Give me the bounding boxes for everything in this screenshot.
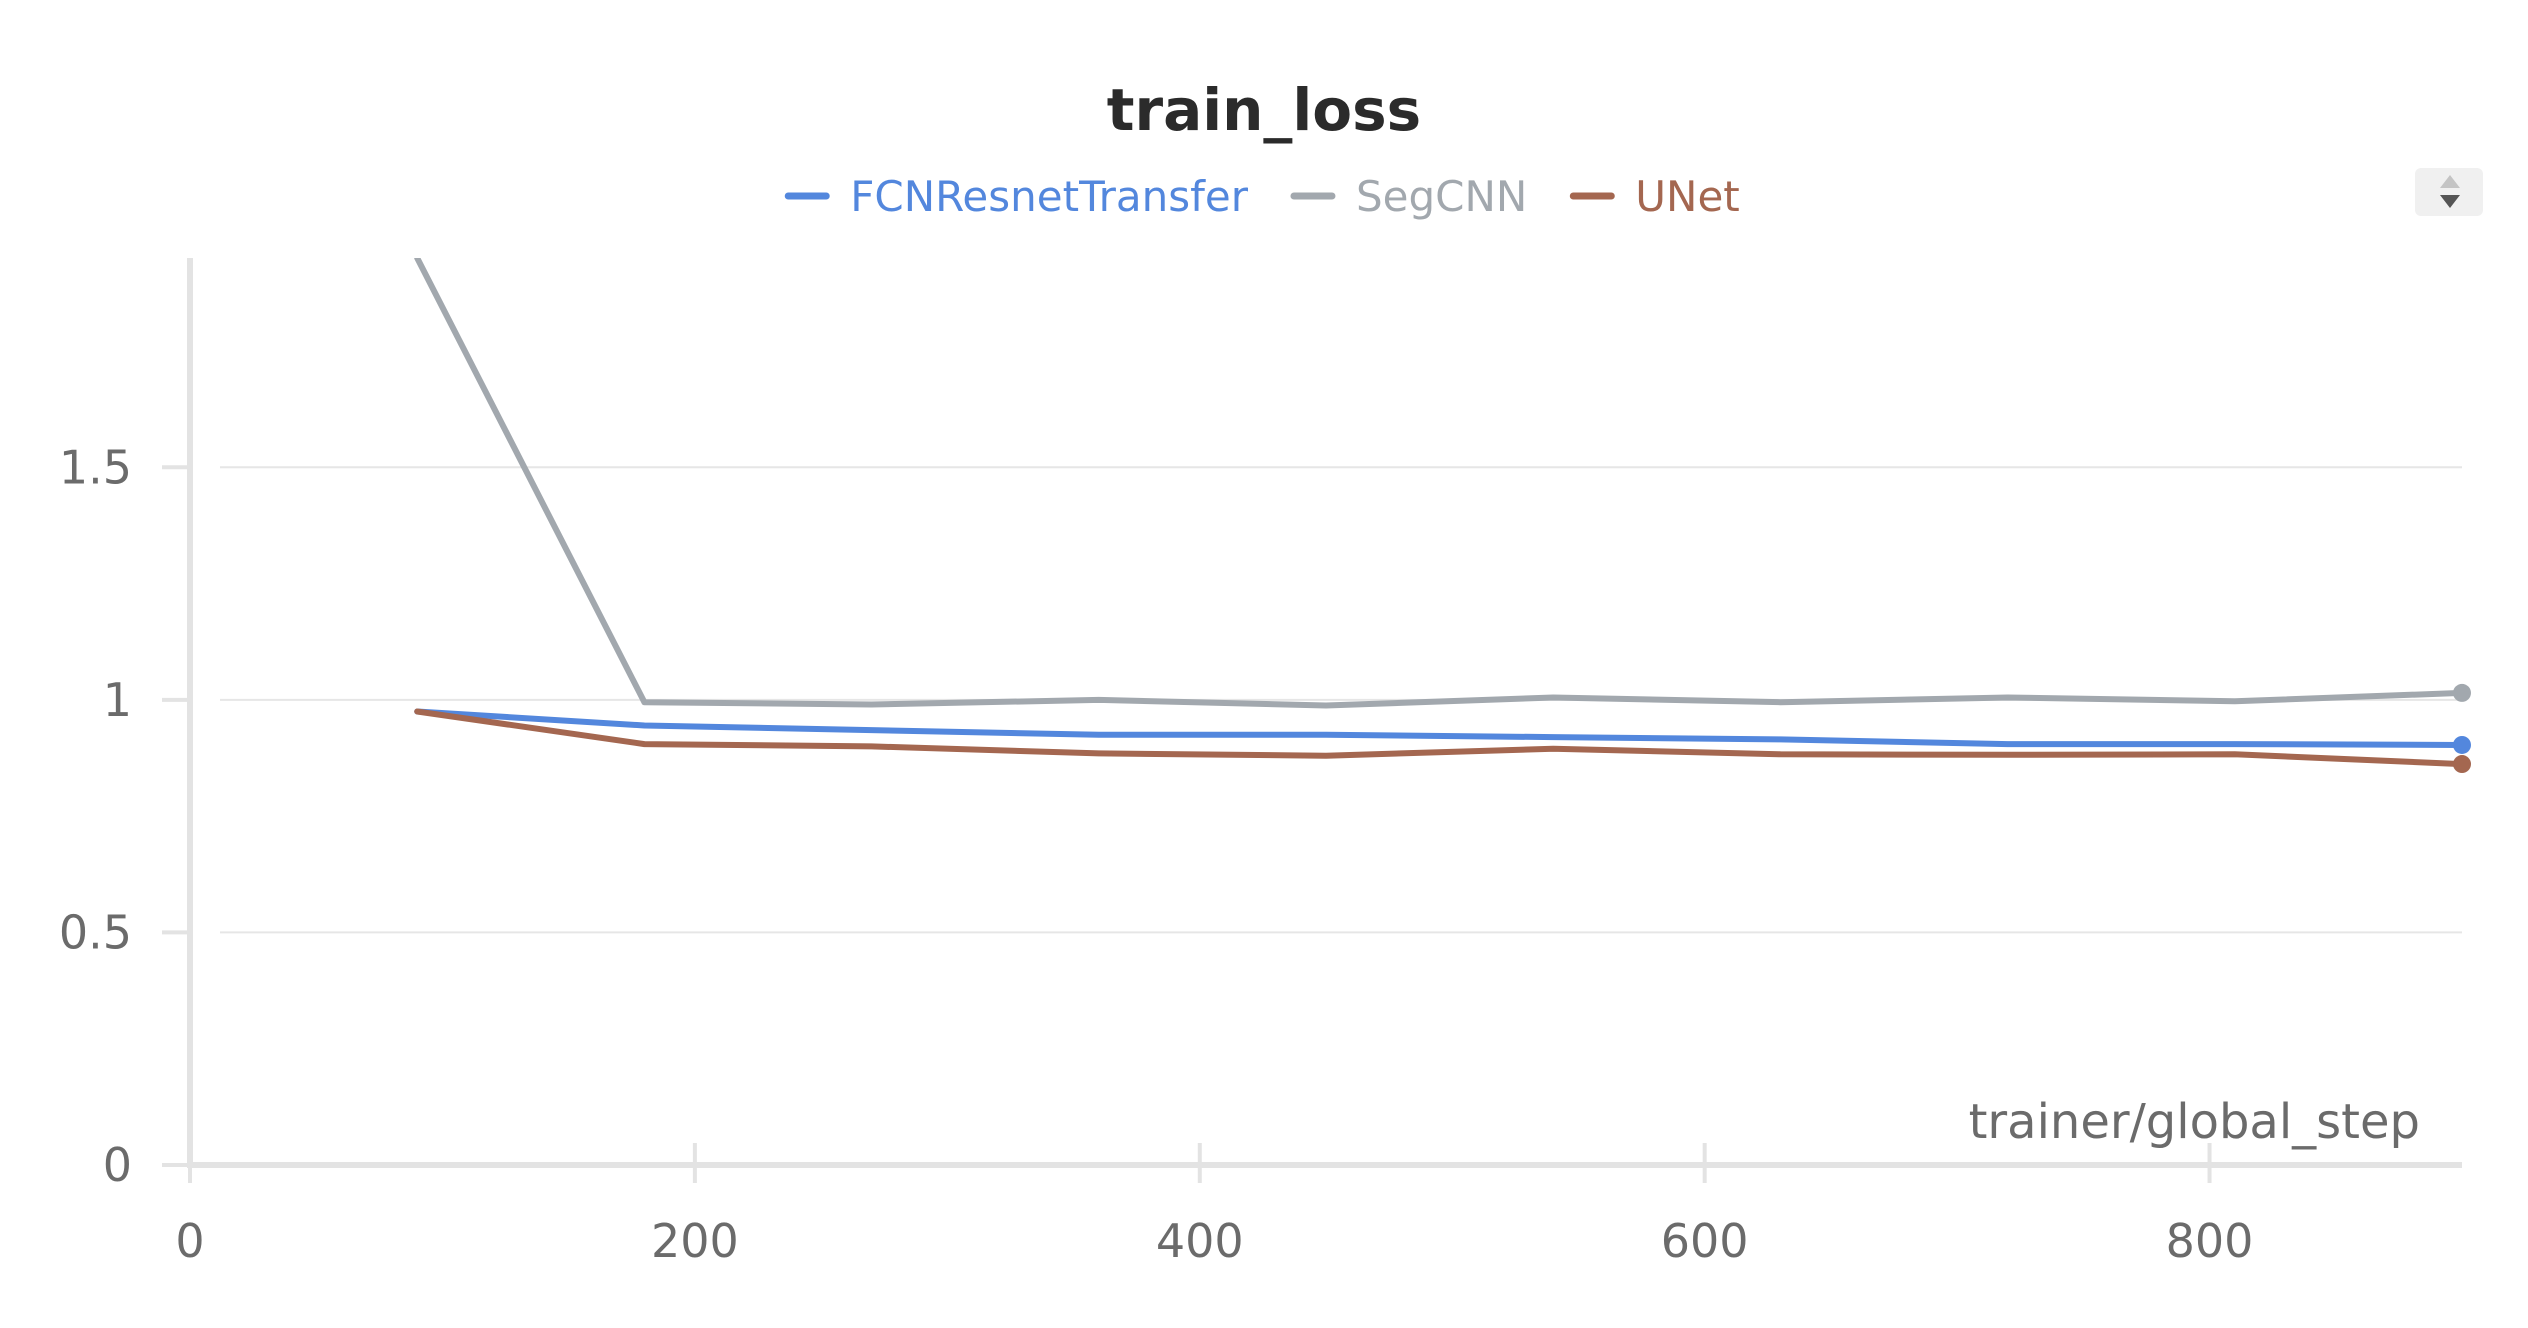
legend-label: FCNResnetTransfer xyxy=(850,172,1248,221)
series-line-fcnresnettransfer xyxy=(414,708,2465,748)
y-tick-label: 1.5 xyxy=(59,440,132,494)
series-end-point-segcnn xyxy=(2453,683,2471,702)
x-tick-label: 800 xyxy=(2166,1214,2254,1268)
legend-label: UNet xyxy=(1635,172,1739,221)
legend-scroll-button[interactable] xyxy=(2415,168,2483,216)
y-tick-label: 0 xyxy=(103,1138,132,1192)
y-tick-label: 1 xyxy=(103,673,132,727)
legend: FCNResnetTransfer SegCNN UNet xyxy=(784,172,1740,221)
series-end-point-fcnresnettransfer xyxy=(2453,735,2471,754)
series-layer xyxy=(414,258,2471,774)
legend-label: SegCNN xyxy=(1356,172,1527,221)
x-tick-label: 200 xyxy=(651,1214,739,1268)
x-axis-label: trainer/global_step xyxy=(1969,1094,2420,1150)
x-tick-label: 400 xyxy=(1156,1214,1244,1268)
chevron-down-icon[interactable] xyxy=(2440,195,2460,208)
chevron-up-icon[interactable] xyxy=(2440,175,2460,188)
axes: 0 0.5 1 1.5 0 200 400 600 800 xyxy=(59,258,2462,1268)
y-tick-label: 0.5 xyxy=(59,905,132,959)
x-tick-label: 600 xyxy=(1661,1214,1749,1268)
series-end-point-unet xyxy=(2453,755,2471,774)
series-line-segcnn xyxy=(414,258,2465,709)
series-line-unet xyxy=(414,708,2465,768)
x-tick-label: 0 xyxy=(175,1214,204,1268)
chart-title: train_loss xyxy=(1107,76,1421,144)
